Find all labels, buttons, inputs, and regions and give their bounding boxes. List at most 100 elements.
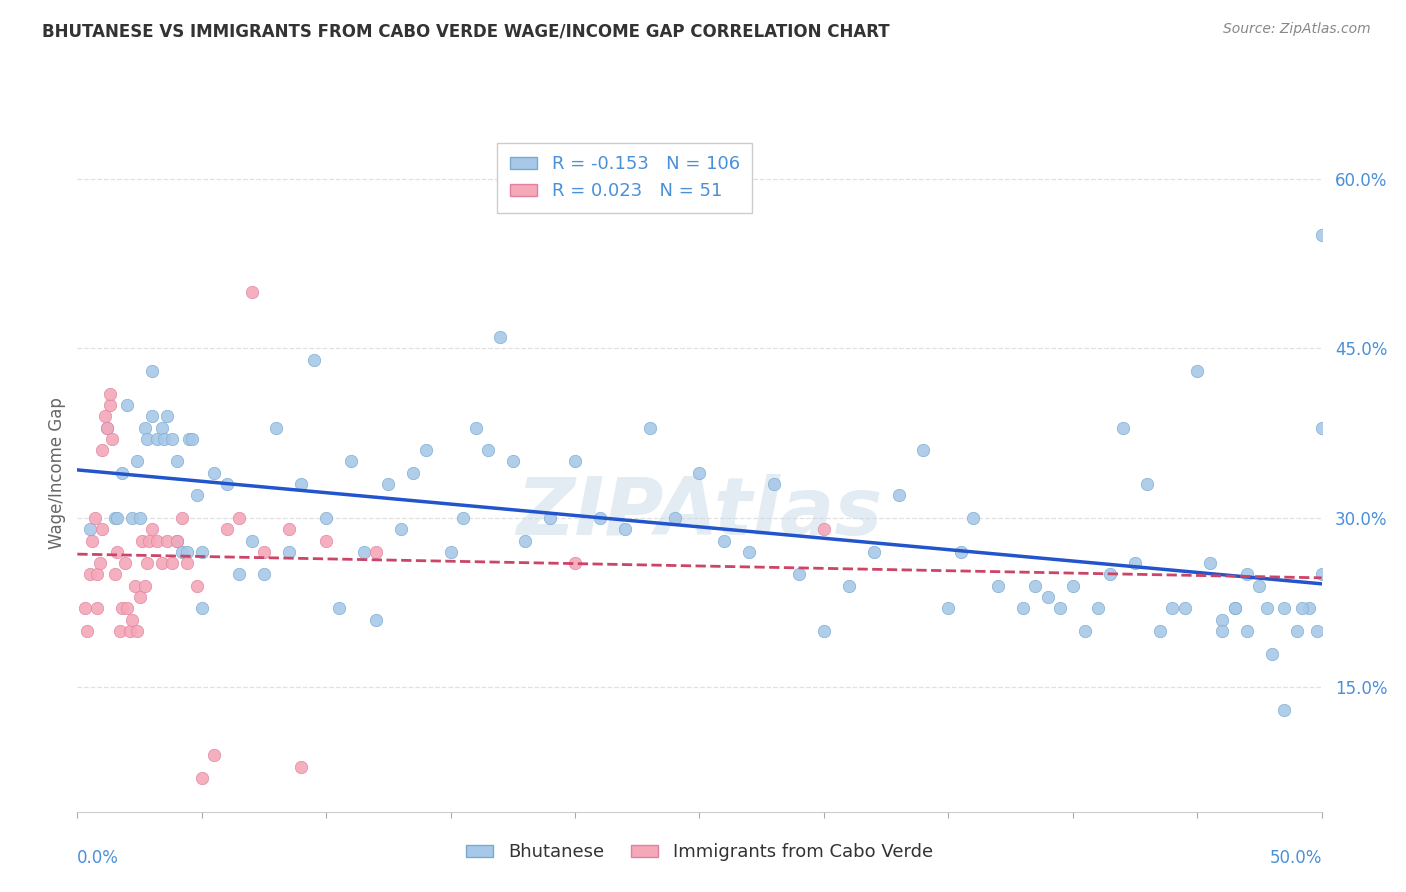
Text: ZIPAtlas: ZIPAtlas [516,475,883,552]
Point [128,590,150,604]
Point [364,545,387,559]
Point [166,533,188,548]
Point [153,432,176,446]
Point [93,409,115,424]
Text: BHUTANESE VS IMMIGRANTS FROM CABO VERDE WAGE/INCOME GAP CORRELATION CHART: BHUTANESE VS IMMIGRANTS FROM CABO VERDE … [42,22,890,40]
Point [377,477,399,491]
Point [1074,624,1097,638]
Point [1099,567,1122,582]
Point [136,556,159,570]
Point [191,545,214,559]
Point [315,511,337,525]
Point [79,567,101,582]
Point [502,454,524,468]
Point [134,579,156,593]
Point [638,420,661,434]
Point [1256,601,1278,615]
Point [240,285,263,299]
Point [1249,579,1271,593]
Point [115,601,138,615]
Point [353,545,375,559]
Point [1272,703,1295,717]
Point [125,624,148,638]
Point [104,567,127,582]
Point [146,533,169,548]
Point [150,420,173,434]
Point [215,522,238,536]
Point [266,420,288,434]
Point [464,420,486,434]
Point [1187,364,1209,378]
Point [949,545,972,559]
Point [105,511,128,525]
Point [364,613,387,627]
Point [1024,579,1046,593]
Point [253,545,276,559]
Point [76,624,98,638]
Point [589,511,612,525]
Point [228,511,250,525]
Point [277,522,299,536]
Point [664,511,686,525]
Point [118,624,141,638]
Point [689,466,711,480]
Point [105,545,128,559]
Point [763,477,786,491]
Point [176,545,198,559]
Point [1236,624,1258,638]
Point [141,364,163,378]
Point [1012,601,1035,615]
Point [136,432,159,446]
Point [115,398,138,412]
Point [170,545,193,559]
Point [179,432,201,446]
Point [277,545,299,559]
Point [121,511,143,525]
Point [862,545,884,559]
Point [253,567,276,582]
Point [73,601,96,615]
Point [125,454,148,468]
Text: 0.0%: 0.0% [77,849,120,867]
Point [180,432,202,446]
Point [98,398,121,412]
Point [564,556,586,570]
Point [1211,613,1233,627]
Point [515,533,537,548]
Point [340,454,363,468]
Point [302,352,325,367]
Point [166,533,188,548]
Point [91,443,114,458]
Point [79,522,101,536]
Point [1049,601,1071,615]
Point [186,579,208,593]
Point [91,522,114,536]
Point [1310,567,1333,582]
Point [838,579,860,593]
Point [451,511,474,525]
Point [240,533,263,548]
Point [160,556,183,570]
Point [215,477,238,491]
Point [538,511,561,525]
Point [104,511,127,525]
Point [1161,601,1184,615]
Point [1136,477,1159,491]
Point [156,533,179,548]
Point [191,771,214,785]
Point [1272,601,1295,615]
Point [328,601,350,615]
Point [191,601,214,615]
Point [987,579,1010,593]
Point [108,624,131,638]
Point [202,466,225,480]
Point [228,567,250,582]
Legend: Bhutanese, Immigrants from Cabo Verde: Bhutanese, Immigrants from Cabo Verde [454,830,945,874]
Point [111,601,134,615]
Point [111,466,134,480]
Point [96,420,118,434]
Point [290,477,312,491]
Point [89,556,111,570]
Point [1291,601,1313,615]
Point [96,420,118,434]
